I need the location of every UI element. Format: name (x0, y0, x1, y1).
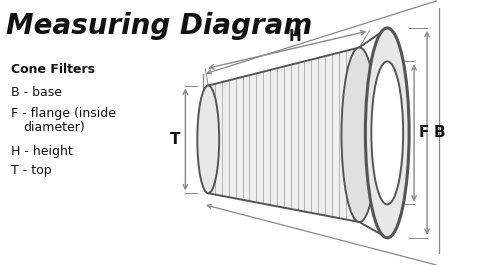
Ellipse shape (197, 86, 219, 193)
Ellipse shape (341, 47, 377, 222)
Text: T: T (170, 132, 180, 147)
Text: Cone Filters: Cone Filters (12, 63, 95, 76)
Ellipse shape (365, 28, 408, 238)
Text: H: H (288, 29, 301, 44)
Text: F - flange (inside: F - flange (inside (12, 107, 116, 120)
Polygon shape (208, 47, 359, 222)
Text: H - height: H - height (12, 145, 73, 158)
Text: B - base: B - base (12, 86, 62, 99)
Text: Measuring Diagram: Measuring Diagram (7, 12, 312, 40)
Text: B: B (432, 125, 444, 140)
Text: T - top: T - top (12, 164, 52, 176)
Ellipse shape (371, 61, 402, 204)
Text: F: F (418, 125, 428, 140)
Text: diameter): diameter) (23, 121, 85, 134)
